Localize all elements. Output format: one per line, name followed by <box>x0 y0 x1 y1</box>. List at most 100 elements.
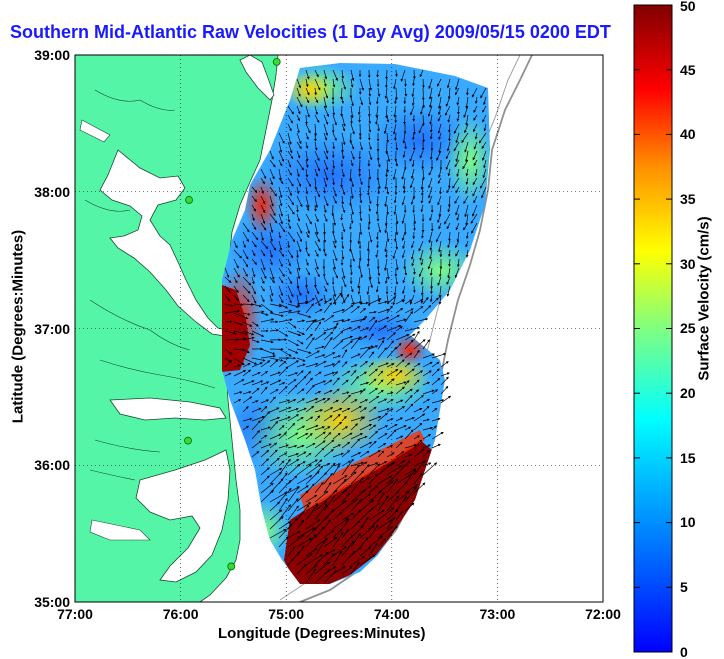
velocity-vector <box>393 105 397 118</box>
velocity-vector <box>404 429 414 440</box>
velocity-vector <box>305 249 310 257</box>
velocity-vector <box>422 305 432 314</box>
velocity-vector <box>314 78 321 91</box>
velocity-vector <box>368 450 381 458</box>
velocity-vector <box>323 439 335 449</box>
velocity-vector <box>278 258 283 268</box>
velocity-vector <box>314 168 318 177</box>
velocity-vector <box>323 132 328 141</box>
velocity-vector <box>269 420 279 431</box>
velocity-vector <box>456 168 460 177</box>
velocity-vector <box>368 213 371 225</box>
velocity-vector <box>296 141 302 150</box>
velocity-vector <box>341 458 354 476</box>
velocity-vector <box>305 222 310 235</box>
velocity-vector <box>269 303 283 308</box>
velocity-vector <box>323 123 329 136</box>
velocity-vector <box>305 141 309 149</box>
velocity-vector <box>323 276 329 286</box>
velocity-vector <box>368 310 377 314</box>
velocity-vector <box>413 330 420 341</box>
velocity-vector <box>323 87 329 99</box>
velocity-vector <box>386 472 399 485</box>
velocity-vector <box>377 389 384 395</box>
velocity-vector <box>422 370 432 377</box>
velocity-vector <box>269 442 278 449</box>
velocity-vector <box>483 96 487 106</box>
velocity-vector <box>341 426 349 431</box>
velocity-vector <box>456 231 460 243</box>
velocity-vector <box>392 249 397 260</box>
velocity-vector <box>395 359 405 368</box>
velocity-vector <box>386 332 396 341</box>
velocity-vector <box>296 398 305 404</box>
velocity-vector <box>287 222 291 230</box>
velocity-vector <box>251 249 256 257</box>
velocity-vector <box>314 500 328 512</box>
velocity-vector <box>296 502 312 512</box>
velocity-vector <box>386 363 395 368</box>
velocity-vector <box>350 353 361 359</box>
velocity-vector <box>455 204 460 216</box>
velocity-vector <box>359 461 368 467</box>
velocity-vector <box>473 114 478 121</box>
velocity-vector <box>440 372 450 377</box>
velocity-vector <box>368 395 380 404</box>
velocity-vector <box>260 240 269 250</box>
velocity-vector <box>296 159 304 171</box>
velocity-vector <box>384 240 388 253</box>
velocity-vector <box>242 303 254 306</box>
velocity-vector <box>453 123 460 134</box>
velocity-vector <box>431 425 437 431</box>
velocity-vector <box>404 308 414 314</box>
velocity-vector <box>323 177 328 188</box>
x-axis: 77:00 76:00 75:00 74:00 73:00 72:00 <box>57 606 621 622</box>
velocity-vector <box>340 87 343 100</box>
velocity-vector <box>444 213 451 225</box>
velocity-vector <box>366 258 370 268</box>
velocity-vector <box>332 105 336 116</box>
velocity-vector <box>438 96 442 110</box>
velocity-vector <box>377 443 387 449</box>
velocity-vector <box>393 204 397 215</box>
velocity-vector <box>296 475 313 485</box>
velocity-vector <box>278 204 284 217</box>
velocity-vector <box>395 386 405 395</box>
velocity-vector <box>269 396 276 404</box>
map-plot-area <box>75 55 603 602</box>
velocity-vector <box>305 267 311 276</box>
velocity-vector <box>350 301 363 305</box>
velocity-vector <box>350 375 359 386</box>
velocity-vector <box>242 348 250 354</box>
velocity-vector <box>359 435 368 440</box>
velocity-vector <box>287 141 293 154</box>
velocity-vector <box>403 186 406 194</box>
velocity-vector <box>473 105 478 113</box>
velocity-vector <box>332 292 342 305</box>
velocity-vector <box>305 96 310 104</box>
velocity-vector <box>444 105 451 116</box>
velocity-vector <box>357 276 361 289</box>
velocity-vector <box>446 141 451 152</box>
velocity-vector <box>305 362 319 368</box>
velocity-vector <box>395 460 406 467</box>
velocity-vector <box>368 316 376 323</box>
velocity-vector <box>305 471 320 485</box>
velocity-vector <box>287 294 292 304</box>
velocity-vector <box>429 294 433 303</box>
velocity-vector <box>375 105 379 119</box>
velocity-vector <box>314 159 320 172</box>
velocity-vector <box>340 105 344 117</box>
velocity-vector <box>368 387 378 395</box>
velocity-vector <box>368 78 373 91</box>
velocity-vector <box>296 96 303 108</box>
velocity-vector <box>296 464 312 476</box>
velocity-vector <box>386 340 394 350</box>
velocity-vector <box>269 328 280 332</box>
velocity-vector <box>386 478 398 494</box>
velocity-vector <box>278 479 292 494</box>
velocity-vector <box>386 324 402 332</box>
velocity-vector <box>377 159 381 168</box>
velocity-vector <box>422 398 431 404</box>
velocity-vector <box>349 168 352 182</box>
